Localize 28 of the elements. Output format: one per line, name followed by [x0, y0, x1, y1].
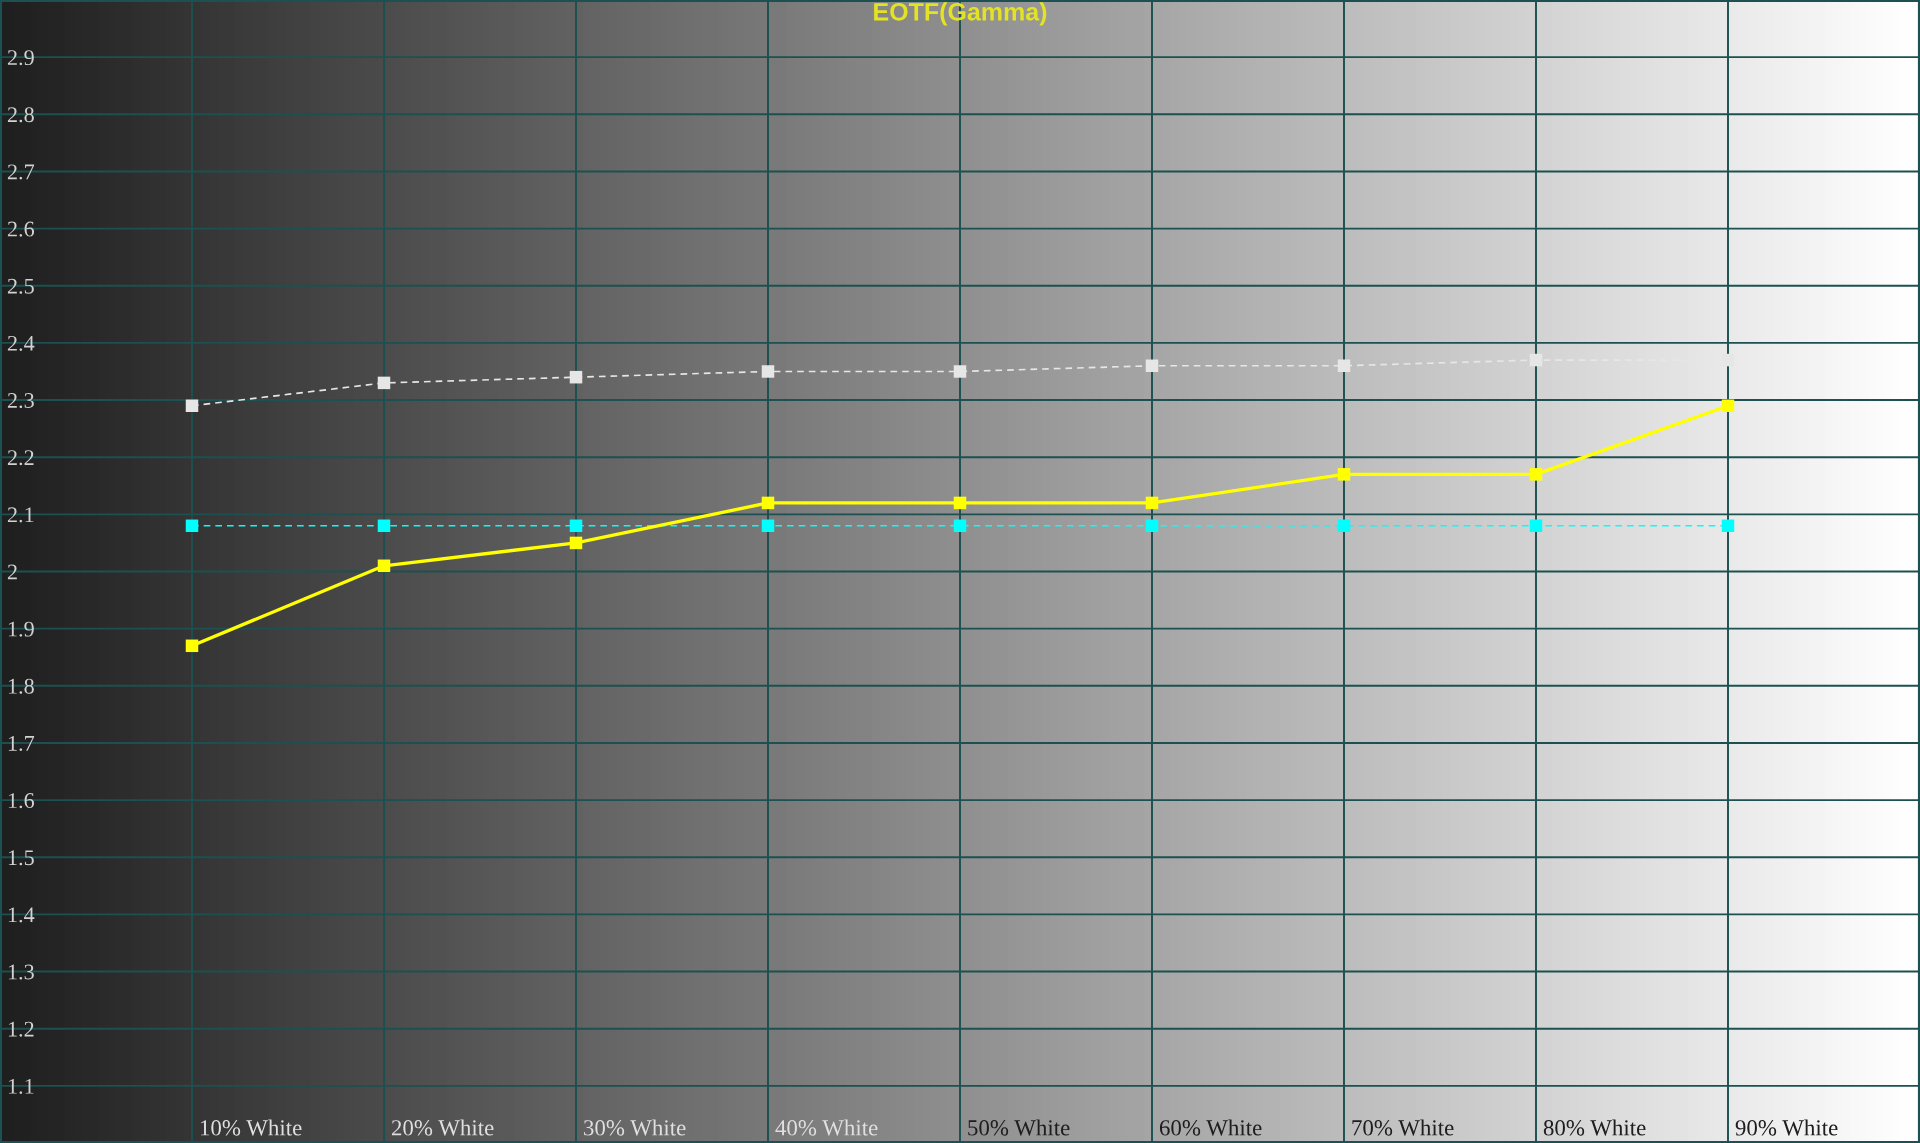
y-tick-label: 1.8 [8, 678, 34, 694]
y-tick-label: 2.5 [7, 278, 34, 294]
y-tick-label: 2.8 [7, 107, 34, 123]
y-tick-label: 1.9 [8, 621, 34, 637]
x-tick-label: 10% White [200, 1119, 302, 1136]
y-tick-label: 1.5 [8, 850, 34, 866]
y-tick-label: 2.4 [7, 335, 35, 351]
y-tick-label: 2.7 [7, 164, 35, 180]
x-tick-label: 90% White [1735, 1119, 1838, 1136]
x-tick-label: 60% White [1159, 1119, 1262, 1136]
x-tick-label: 70% White [1352, 1119, 1454, 1136]
y-tick-label: 1.7 [8, 735, 35, 751]
y-tick-label: 1.2 [8, 1021, 34, 1037]
y-tick-label: 2.2 [7, 450, 34, 466]
y-tick-label: 1.3 [8, 964, 34, 980]
y-tick-label: 2.9 [7, 50, 34, 66]
x-tick-label: 50% White [968, 1119, 1070, 1136]
y-tick-label: 2 [7, 564, 17, 580]
y-tick-label: 1.6 [8, 793, 35, 809]
x-tick-label: 80% White [1543, 1119, 1646, 1136]
y-tick-label: 2.3 [7, 393, 34, 409]
x-tick-label: 30% White [584, 1119, 686, 1136]
y-tick-label: 2.1 [7, 507, 34, 523]
x-tick-label: 20% White [391, 1119, 494, 1136]
y-tick-label: 2.6 [7, 221, 35, 237]
y-tick-label: 1.4 [8, 907, 35, 923]
x-tick-label: 40% White [775, 1119, 878, 1136]
y-tick-label: 1.1 [8, 1078, 34, 1094]
